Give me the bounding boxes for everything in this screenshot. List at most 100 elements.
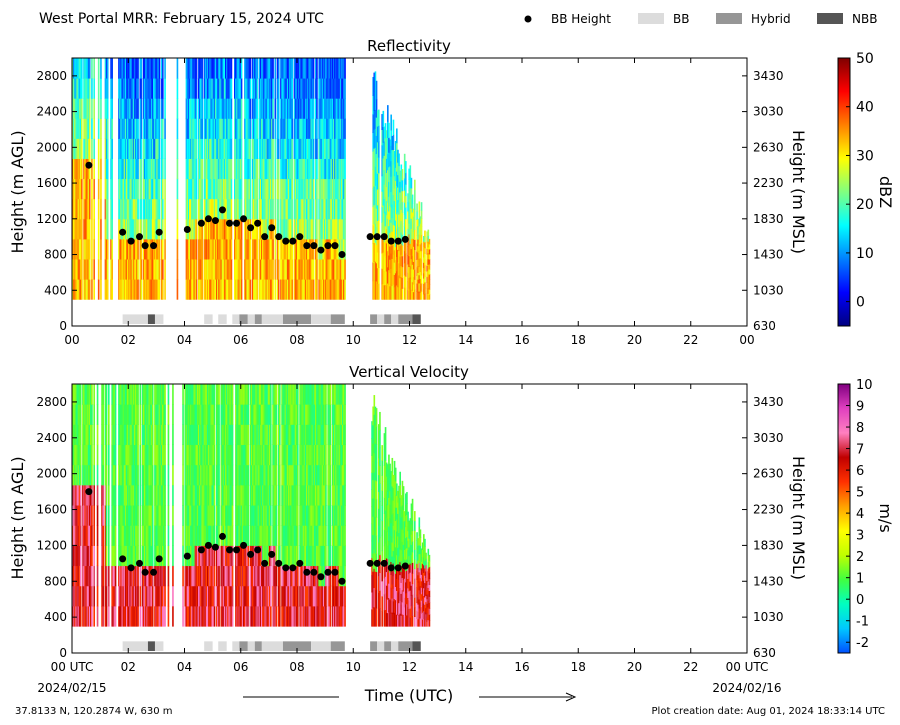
heatmap-cell <box>220 565 223 587</box>
heatmap-cell <box>194 259 197 280</box>
heatmap-cell <box>105 259 108 280</box>
heatmap-cell <box>291 585 293 607</box>
heatmap-cell <box>378 157 380 174</box>
heatmap-cell <box>225 178 227 200</box>
heatmap-cell <box>252 464 254 486</box>
heatmap-cell <box>245 279 247 300</box>
heatmap-cell <box>91 484 93 506</box>
heatmap-cell <box>127 404 129 425</box>
heatmap-cell <box>302 158 305 180</box>
heatmap-cell <box>156 424 158 446</box>
heatmap-cell <box>120 178 122 200</box>
heatmap-cell <box>308 118 310 139</box>
heatmap-cell <box>326 279 328 300</box>
heatmap-cell <box>294 218 297 240</box>
heatmap-cell <box>82 484 84 506</box>
legend-hybrid-label: Hybrid <box>751 12 791 26</box>
heatmap-cell <box>304 98 307 119</box>
heatmap-cell <box>334 118 336 139</box>
heatmap-cell <box>212 58 215 79</box>
heatmap-cell <box>131 404 134 425</box>
heatmap-cell <box>207 525 209 546</box>
heatmap-cell <box>73 259 75 280</box>
heatmap-cell <box>124 198 127 220</box>
heatmap-cell <box>207 545 209 567</box>
heatmap-cell <box>159 404 162 425</box>
heatmap-cell <box>210 505 212 526</box>
heatmap-cell <box>311 404 314 425</box>
heatmap-cell <box>159 484 162 506</box>
heatmap-cell <box>132 444 135 466</box>
heatmap-cell <box>219 138 221 159</box>
heatmap-cell <box>344 218 346 240</box>
heatmap-cell <box>289 58 291 79</box>
heatmap-cell <box>299 545 301 567</box>
heatmap-cell <box>262 505 264 526</box>
heatmap-cell <box>121 259 124 280</box>
heatmap-cell <box>155 198 157 220</box>
heatmap-cell <box>195 279 198 300</box>
heatmap-cell <box>189 78 191 99</box>
heatmap-cell <box>205 259 208 280</box>
heatmap-cell <box>328 259 331 280</box>
heatmap-cell <box>100 158 102 180</box>
heatmap-cell <box>172 464 174 486</box>
heatmap-cell <box>285 279 288 300</box>
heatmap-cell <box>327 178 329 200</box>
heatmap-cell <box>334 198 336 220</box>
heatmap-cell <box>277 545 280 567</box>
heatmap-cell <box>91 585 93 607</box>
heatmap-cell <box>263 444 265 466</box>
heatmap-cell <box>114 565 117 587</box>
heatmap-cell <box>299 198 301 220</box>
heatmap-cell <box>291 259 293 280</box>
heatmap-cell <box>270 464 272 486</box>
heatmap-cell <box>81 259 83 280</box>
heatmap-cell <box>268 78 271 99</box>
heatmap-cell <box>150 198 153 220</box>
heatmap-cell <box>91 565 93 587</box>
heatmap-cell <box>393 237 396 251</box>
heatmap-cell <box>192 525 194 546</box>
heatmap-cell <box>110 98 112 119</box>
heatmap-cell <box>290 545 292 567</box>
heatmap-cell <box>160 259 163 280</box>
heatmap-cell <box>329 218 332 240</box>
heatmap-cell <box>408 266 410 278</box>
heatmap-cell <box>266 525 269 546</box>
heatmap-cell <box>335 218 337 240</box>
heatmap-cell <box>187 138 190 159</box>
heatmap-cell <box>405 287 407 300</box>
heatmap-cell <box>397 249 399 263</box>
heatmap-cell <box>216 545 218 567</box>
heatmap-cell <box>192 118 194 139</box>
heatmap-cell <box>163 384 165 405</box>
heatmap-cell <box>192 565 194 587</box>
heatmap-cell <box>162 198 164 220</box>
heatmap-cell <box>195 158 198 180</box>
heatmap-cell <box>315 238 317 260</box>
heatmap-cell <box>312 259 315 280</box>
heatmap-cell <box>75 605 77 627</box>
heatmap-cell <box>101 565 103 587</box>
heatmap-cell <box>209 78 211 99</box>
heatmap-cell <box>156 138 158 159</box>
heatmap-cell <box>259 118 262 139</box>
heatmap-cell <box>156 279 158 300</box>
heatmap-cell <box>268 178 271 200</box>
heatmap-cell <box>297 565 299 587</box>
heatmap-cell <box>78 505 81 526</box>
heatmap-cell <box>219 58 221 79</box>
heatmap-cell <box>283 198 286 220</box>
heatmap-cell <box>316 484 318 506</box>
heatmap-cell <box>73 384 75 405</box>
heatmap-cell <box>211 178 214 200</box>
heatmap-cell <box>228 58 230 79</box>
heatmap-cell <box>285 178 288 200</box>
heatmap-cell <box>246 424 248 446</box>
heatmap-cell <box>326 118 328 139</box>
heatmap-cell <box>145 484 147 506</box>
heatmap-cell <box>374 261 377 281</box>
heatmap-cell <box>111 118 113 139</box>
heatmap-cell <box>196 525 199 546</box>
